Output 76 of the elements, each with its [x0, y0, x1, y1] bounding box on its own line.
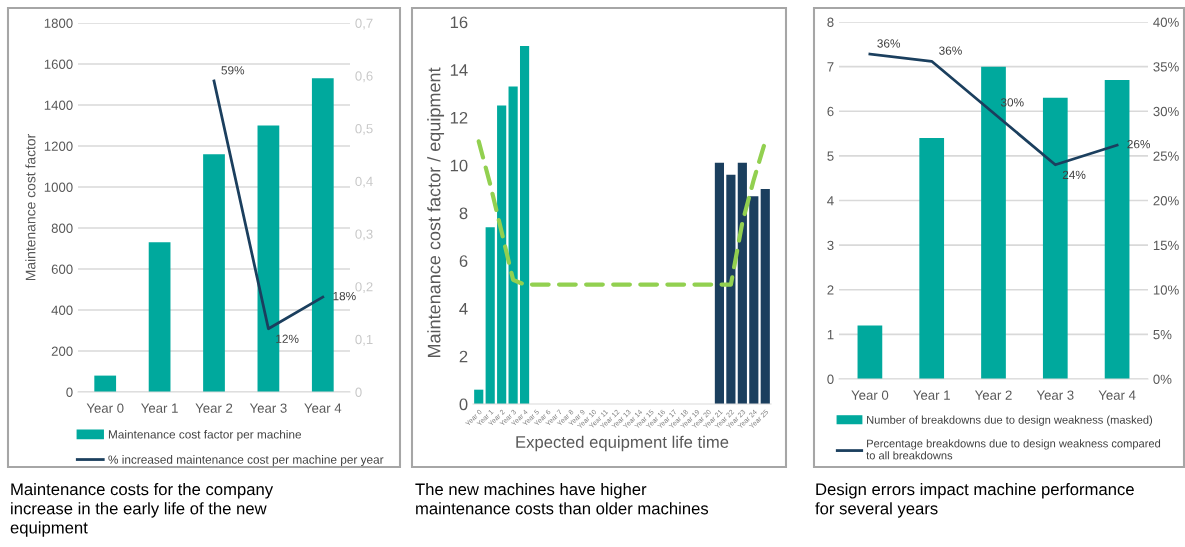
y-tick-label: 0 [827, 374, 834, 384]
y2-tick-label: 20% [1153, 196, 1179, 206]
y-tick-label: 2 [827, 285, 834, 295]
x-tick-label: Year 2 [195, 403, 233, 413]
bar [726, 174, 736, 404]
y2-tick-label: 10% [1153, 285, 1179, 295]
bar [148, 242, 171, 392]
data-label: 36% [939, 46, 962, 55]
legend-label: Number of breakdowns due to design weakness (masked) [867, 415, 1153, 426]
bar [485, 227, 495, 404]
bar [203, 154, 225, 392]
bar [497, 105, 507, 404]
y-tick-label: 2 [459, 350, 468, 363]
data-label: 36% [877, 39, 901, 48]
y2-tick-label: 30% [1153, 106, 1179, 117]
y-tick-label: 6 [827, 106, 834, 117]
bar [508, 86, 518, 404]
y-tick-label: 600 [51, 264, 73, 274]
y-axis-title: Maintenance cost factor / equipment [427, 67, 445, 358]
y-tick-label: 5 [827, 151, 834, 161]
x-tick-label: Year 0 [86, 403, 124, 413]
bar [857, 325, 883, 379]
y-tick-label: 1600 [44, 59, 73, 69]
y2-tick-label: 15% [1153, 240, 1179, 251]
y2-tick-label: 0% [1153, 374, 1172, 384]
y2-tick-label: 40% [1153, 17, 1179, 27]
x-tick-label: Year 1 [141, 403, 178, 413]
y-tick-label: 16 [450, 16, 468, 29]
legend-label: Percentage breakdowns due to design weakness compared to all breakdowns [866, 439, 1161, 460]
bar [760, 189, 770, 404]
y-tick-label: 400 [51, 305, 73, 315]
text: The new machines have higher maintenance costs than older machines [415, 483, 709, 515]
y-tick-label: 800 [51, 223, 73, 233]
bar [714, 162, 725, 404]
line-series [476, 139, 768, 287]
y-axis-title: Maintenance cost factor [25, 134, 36, 281]
x-tick-label: Year 0 [851, 390, 889, 400]
legend-label: % increased maintenance cost per machine per year [108, 455, 384, 467]
y-tick-label: 200 [51, 346, 73, 356]
bar [519, 45, 530, 404]
y-tick-label: 7 [827, 62, 834, 72]
y-tick-label: 0 [459, 398, 468, 411]
y-tick-label: 3 [827, 240, 834, 251]
bar [919, 138, 945, 379]
y-tick-label: 14 [450, 64, 468, 76]
x-tick-label: Year 3 [249, 403, 287, 413]
y-tick-label: 4 [827, 196, 834, 206]
y-tick-label: 10 [450, 159, 468, 172]
x-tick-label: Year 1 [913, 390, 950, 400]
y2-tick-label: 5% [1153, 330, 1172, 340]
text: Design errors impact machine performance for several years [815, 483, 1134, 518]
bar [94, 375, 117, 392]
y-tick-label: 1200 [44, 141, 73, 151]
bar [311, 78, 334, 392]
y-tick-label: 8 [827, 17, 834, 27]
x-tick-label: Year 4 [304, 403, 342, 413]
legend-label: Maintenance cost factor per machine [108, 429, 302, 441]
y-tick-label: 12 [450, 111, 468, 124]
y-tick-label: 4 [459, 303, 468, 315]
data-label: 59% [221, 66, 245, 75]
x-tick-label: Year 4 [1098, 390, 1136, 400]
y2-tick-label: 25% [1153, 151, 1179, 161]
x-tick-label: Year 3 [1036, 390, 1074, 400]
bar [749, 196, 759, 404]
y-tick-label: 6 [459, 255, 468, 267]
bar [737, 162, 747, 404]
y-tick-label: 0 [66, 387, 73, 397]
text: Maintenance costs for the company increase in the early life of the new equipment [10, 483, 274, 537]
y-tick-label: 1000 [44, 182, 73, 192]
x-axis-title: Expected equipment life time [516, 435, 729, 452]
y2-tick-label: 35% [1153, 62, 1179, 72]
x-tick-label: Year 2 [974, 390, 1012, 400]
y-tick-label: 1 [827, 330, 834, 340]
y-tick-label: 8 [459, 207, 468, 220]
y-tick-label: 1400 [44, 100, 73, 110]
y-tick-label: 1800 [44, 18, 73, 28]
